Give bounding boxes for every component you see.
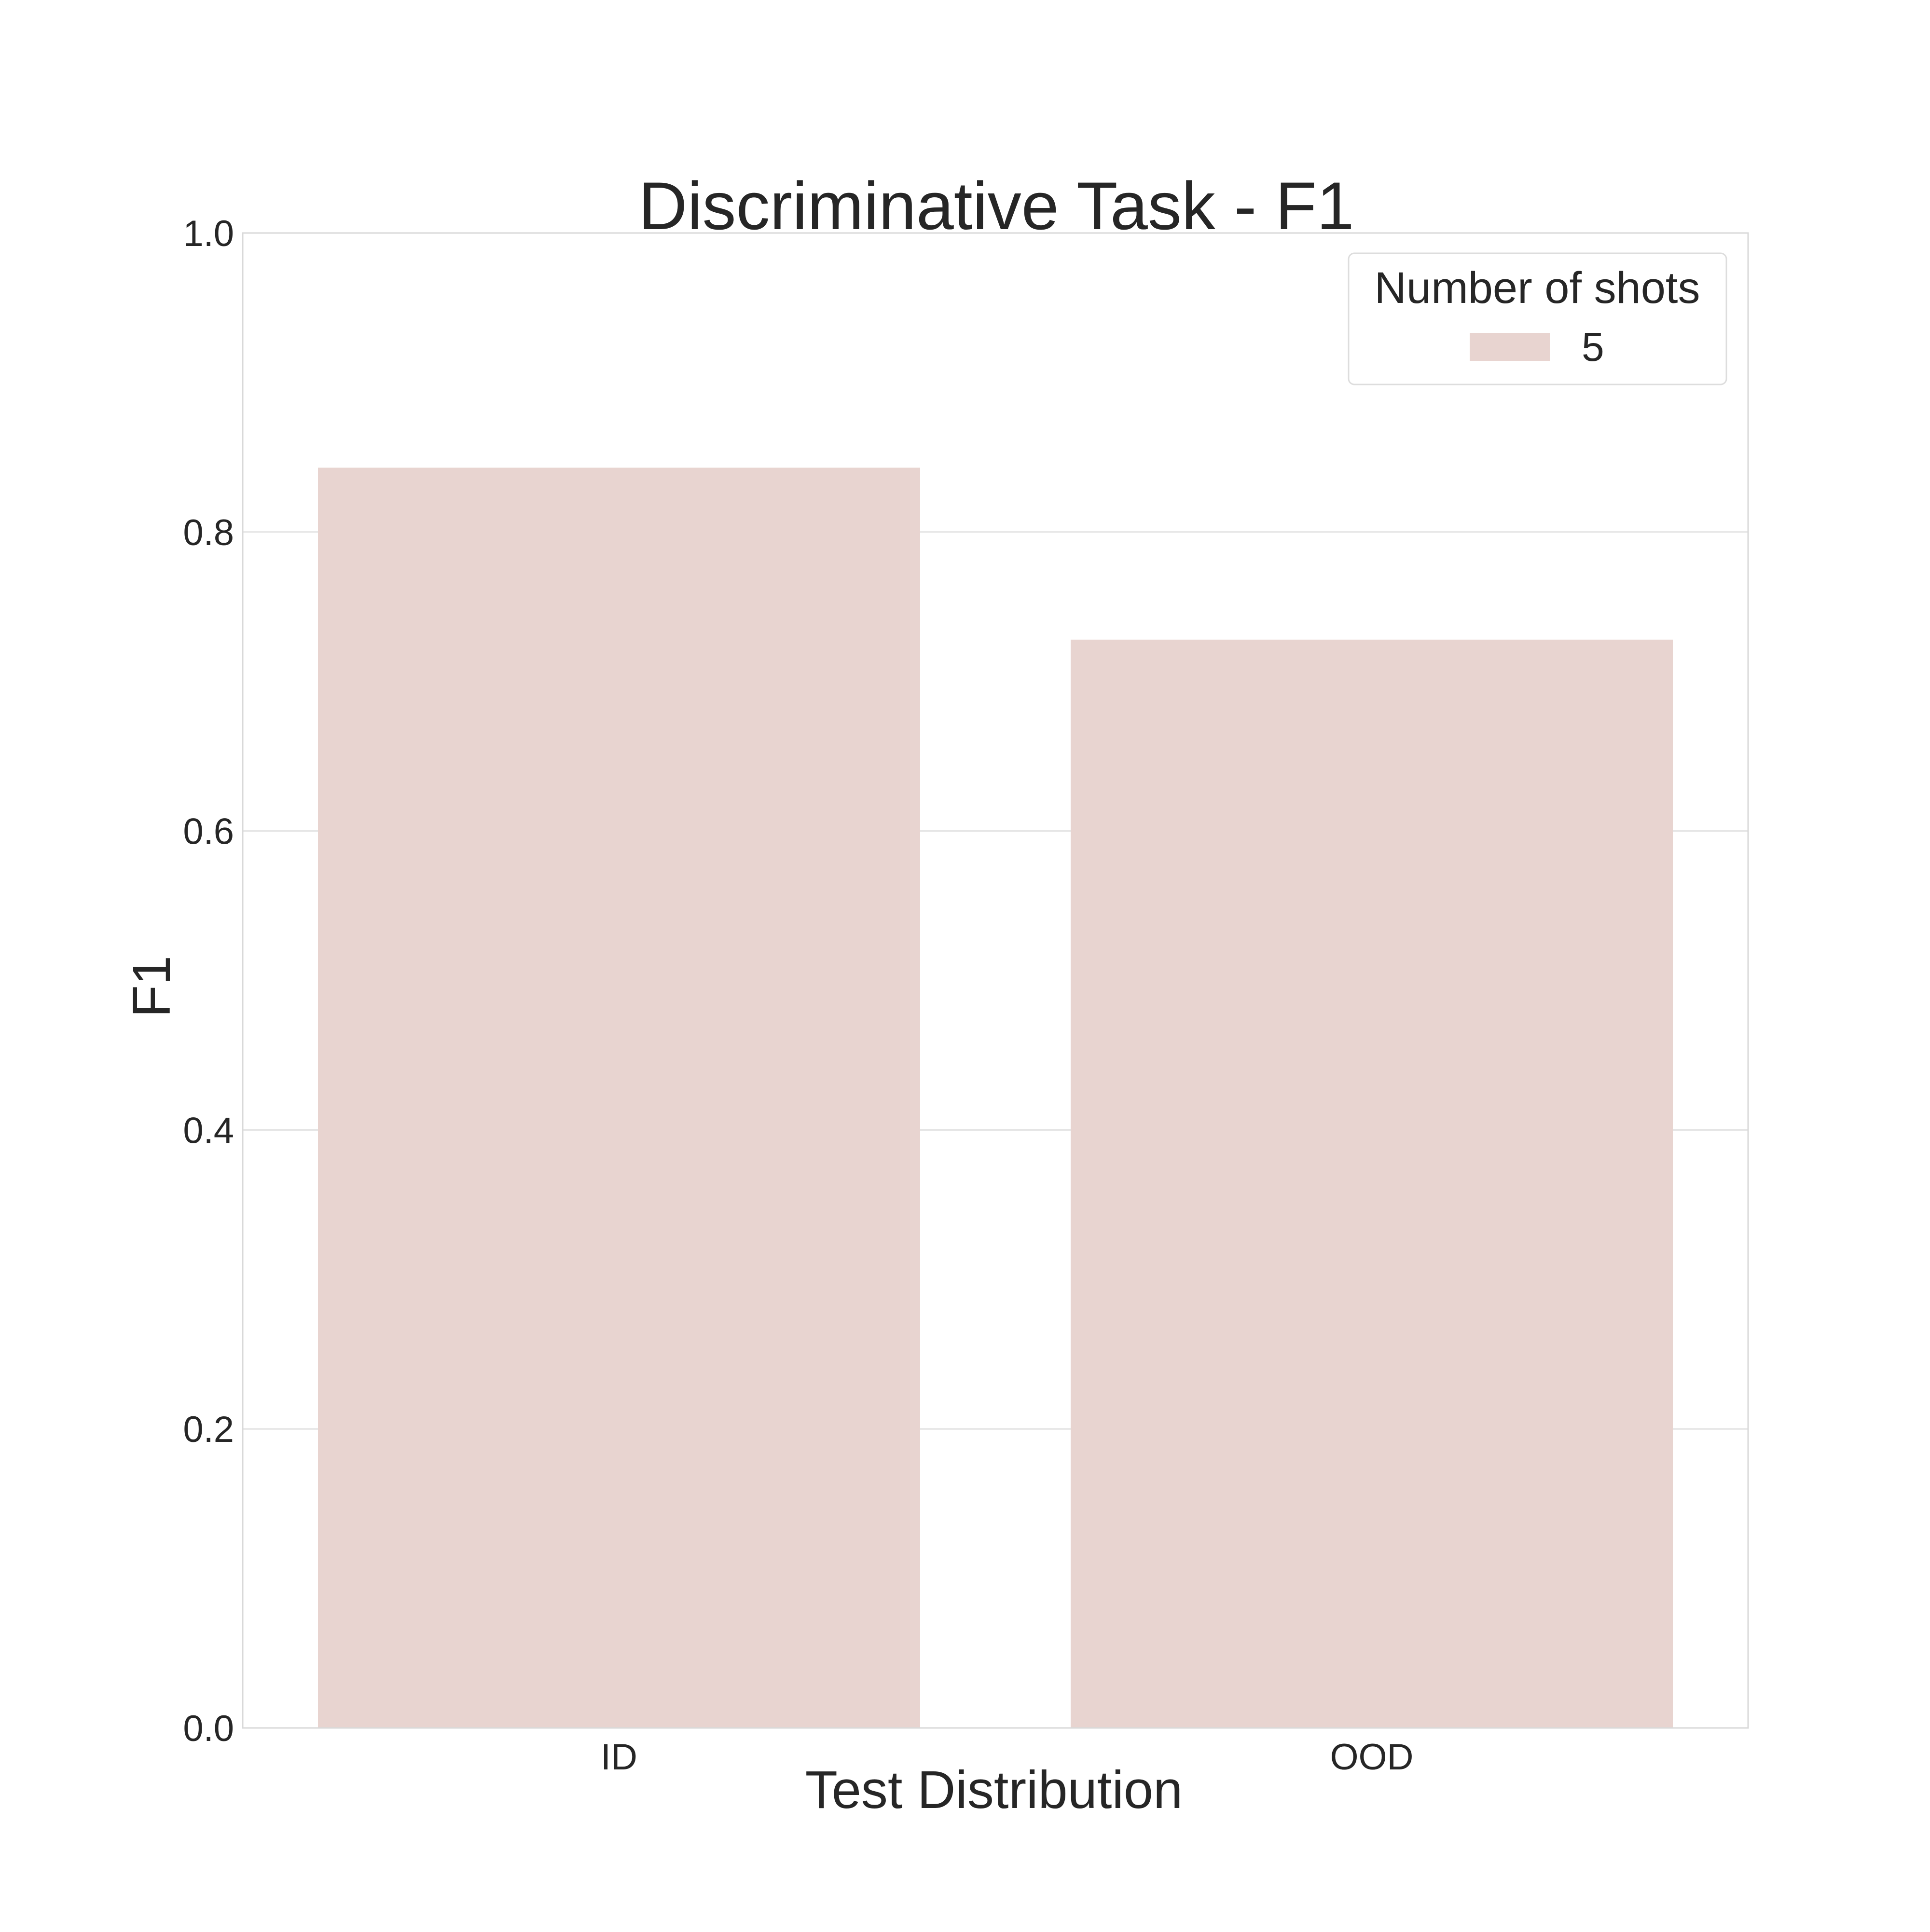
y-tick-label: 0.6	[183, 811, 234, 852]
legend-swatch	[1470, 333, 1550, 361]
x-tick-labels: ID OOD	[601, 1737, 1414, 1778]
plot-frame	[242, 232, 1749, 1729]
y-tick-label: 0.2	[183, 1409, 234, 1450]
x-tick-label: OOD	[1330, 1737, 1413, 1778]
x-axis-title: Test Distribution	[805, 1760, 1183, 1820]
y-tick-labels: 0.0 0.2 0.4 0.6 0.8 1.0	[183, 213, 234, 1749]
y-tick-label: 0.4	[183, 1110, 234, 1151]
legend-title: Number of shots	[1375, 263, 1700, 313]
legend-label: 5	[1582, 324, 1604, 370]
bar-id	[318, 467, 920, 1728]
y-axis-title: F1	[122, 956, 181, 1017]
bars	[318, 467, 1673, 1728]
chart-title: Discriminative Task - F1	[638, 168, 1354, 244]
y-tick-label: 0.0	[183, 1708, 234, 1749]
legend-frame	[1348, 252, 1727, 385]
legend: Number of shots 5	[1348, 252, 1727, 385]
y-tick-label: 1.0	[183, 213, 234, 254]
x-tick-label: ID	[601, 1737, 637, 1778]
bar-ood	[1071, 639, 1673, 1728]
y-tick-label: 0.8	[183, 512, 234, 553]
